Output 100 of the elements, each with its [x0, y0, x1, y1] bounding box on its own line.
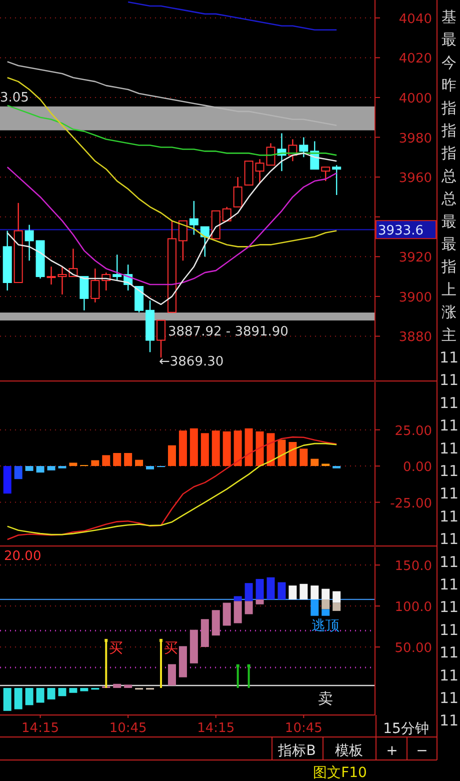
- text: 11: [439, 644, 459, 662]
- bar: [244, 428, 253, 466]
- bar: [200, 619, 209, 647]
- bar: [234, 430, 242, 466]
- candlestick: [233, 176, 242, 208]
- data-label: 买: [109, 640, 124, 656]
- bar: [69, 462, 78, 466]
- bar: [168, 664, 176, 686]
- bar: [332, 602, 341, 611]
- bar: [3, 466, 12, 494]
- text: 11: [439, 484, 459, 503]
- x-tick-label: 10:45: [284, 721, 322, 736]
- bar: [278, 582, 286, 600]
- bar: [113, 452, 122, 466]
- bar: [256, 599, 264, 604]
- bar: [322, 588, 330, 600]
- annotation: 20.00: [4, 549, 42, 564]
- y-tick-label: 3900: [398, 290, 432, 306]
- text: 昨: [442, 76, 456, 94]
- x-tick-label: 10:45: [109, 721, 147, 736]
- bar: [124, 452, 132, 466]
- y-tick-label: 150.0: [394, 559, 432, 574]
- text: 11: [439, 462, 459, 480]
- bar: [36, 688, 44, 703]
- ref-line-label: 3933.6: [378, 224, 424, 239]
- bar: [310, 586, 319, 600]
- candlestick: [332, 164, 342, 196]
- bar: [244, 583, 253, 602]
- y-tick-label: 4020: [398, 52, 432, 67]
- text: 最: [442, 30, 456, 49]
- candlestick: [80, 276, 89, 311]
- bar: [3, 688, 12, 711]
- text: 11: [439, 371, 459, 390]
- text: 最: [442, 235, 456, 253]
- text: 涨: [442, 303, 456, 322]
- bar: [310, 458, 319, 466]
- line-series: [127, 1, 338, 30]
- bar: [113, 684, 122, 688]
- text: 11: [439, 530, 459, 548]
- bar: [266, 433, 275, 466]
- bar: [256, 578, 264, 600]
- text: 主: [442, 326, 456, 344]
- y-tick-label: -25.00: [390, 496, 432, 512]
- bar: [322, 464, 330, 466]
- bar: [332, 591, 341, 603]
- bar: [47, 688, 56, 700]
- x-tick-label: 14:15: [197, 721, 235, 736]
- y-tick-label: 3980: [398, 131, 432, 146]
- bar: [244, 601, 253, 614]
- bar: [124, 684, 132, 688]
- y-tick-label: 50.00: [394, 640, 432, 656]
- text: 11: [439, 439, 459, 458]
- candlestick: [222, 206, 232, 222]
- text: 最: [442, 212, 456, 230]
- y-tick-label: 3960: [398, 171, 432, 186]
- text: 11: [439, 689, 459, 707]
- bar: [322, 609, 330, 616]
- text: −: [416, 743, 428, 759]
- line-series: [6, 166, 338, 286]
- candlestick: [321, 166, 330, 182]
- text: 模板: [335, 743, 363, 759]
- bar: [310, 599, 319, 616]
- text: 基: [442, 8, 456, 26]
- bar: [288, 586, 297, 600]
- y-tick-label: 4000: [398, 91, 432, 106]
- text: 11: [439, 552, 459, 571]
- bar: [25, 466, 34, 471]
- bar: [222, 602, 231, 626]
- bar: [278, 440, 286, 466]
- candlestick: [299, 136, 308, 158]
- bar: [146, 466, 154, 470]
- text: 11: [439, 348, 459, 366]
- text: 15分钟: [383, 721, 429, 737]
- ref-line-label: 卖: [318, 690, 334, 708]
- candlestick: [200, 226, 210, 258]
- candlestick: [244, 160, 254, 186]
- candlestick: [178, 220, 188, 262]
- text: 指标B: [277, 743, 316, 759]
- text: 11: [439, 598, 459, 616]
- bar: [234, 601, 242, 624]
- candlestick: [24, 224, 34, 262]
- band-label: 3.05: [0, 90, 29, 106]
- bar: [58, 688, 66, 696]
- candlestick: [134, 286, 144, 313]
- bar: [178, 430, 187, 466]
- bar: [168, 445, 176, 466]
- y-tick-label: 4040: [398, 12, 432, 27]
- candlestick: [189, 200, 198, 236]
- y-tick-label: 0.00: [403, 460, 432, 476]
- band-label: 3887.92 - 3891.90: [168, 324, 288, 340]
- bar: [256, 431, 264, 466]
- bar: [222, 431, 231, 466]
- annotation: ←3869.30: [158, 354, 224, 370]
- bar: [200, 433, 209, 466]
- bar: [212, 610, 220, 636]
- bar: [69, 688, 78, 693]
- text: 指: [440, 122, 456, 140]
- text: 今: [442, 53, 456, 72]
- bar: [288, 442, 297, 466]
- text: +: [386, 743, 398, 759]
